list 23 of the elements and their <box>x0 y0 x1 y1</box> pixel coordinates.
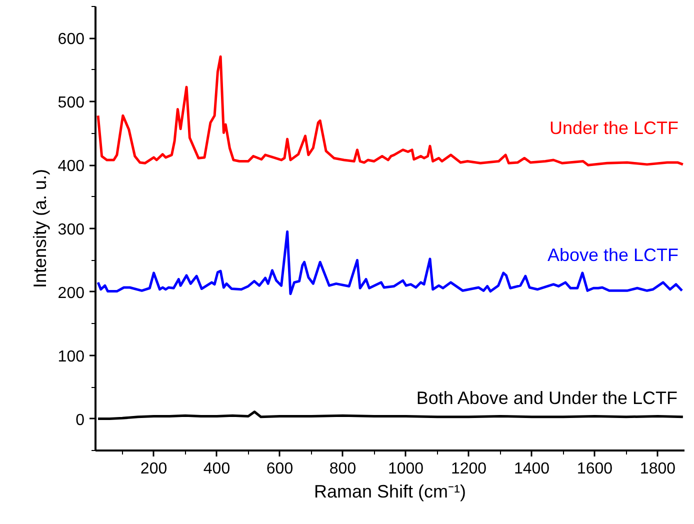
y-tick-label: 600 <box>58 31 85 48</box>
x-tick-label: 1400 <box>514 460 550 478</box>
y-tick-label: 300 <box>58 222 85 238</box>
line-series <box>96 55 684 166</box>
y-axis-title: Intensity (a. u.) <box>30 168 50 288</box>
y-tick-label: 400 <box>58 158 85 176</box>
y-tick-label: 0 <box>76 412 85 429</box>
x-tick-label: 200 <box>140 460 168 478</box>
y-tick-label: 500 <box>58 94 85 112</box>
x-tick-label: 1000 <box>388 460 424 478</box>
series-label: Under the LCTF <box>549 118 679 138</box>
y-tick-label: 100 <box>58 348 85 366</box>
x-tick-label: 400 <box>203 460 230 478</box>
x-tick-label: 600 <box>266 460 294 478</box>
x-axis-title: Raman Shift (cm⁻¹) <box>314 482 466 502</box>
x-tick-label: 1800 <box>640 460 676 478</box>
x-tick-label: 800 <box>329 460 356 478</box>
y-tick-label: 200 <box>58 284 85 302</box>
x-tick-label: 1600 <box>576 460 613 478</box>
line-series <box>96 230 684 296</box>
series-label: Above the LCTF <box>547 244 679 265</box>
series-label: Both Above and Under the LCTF <box>416 388 678 408</box>
x-tick-label: 1200 <box>450 460 487 478</box>
